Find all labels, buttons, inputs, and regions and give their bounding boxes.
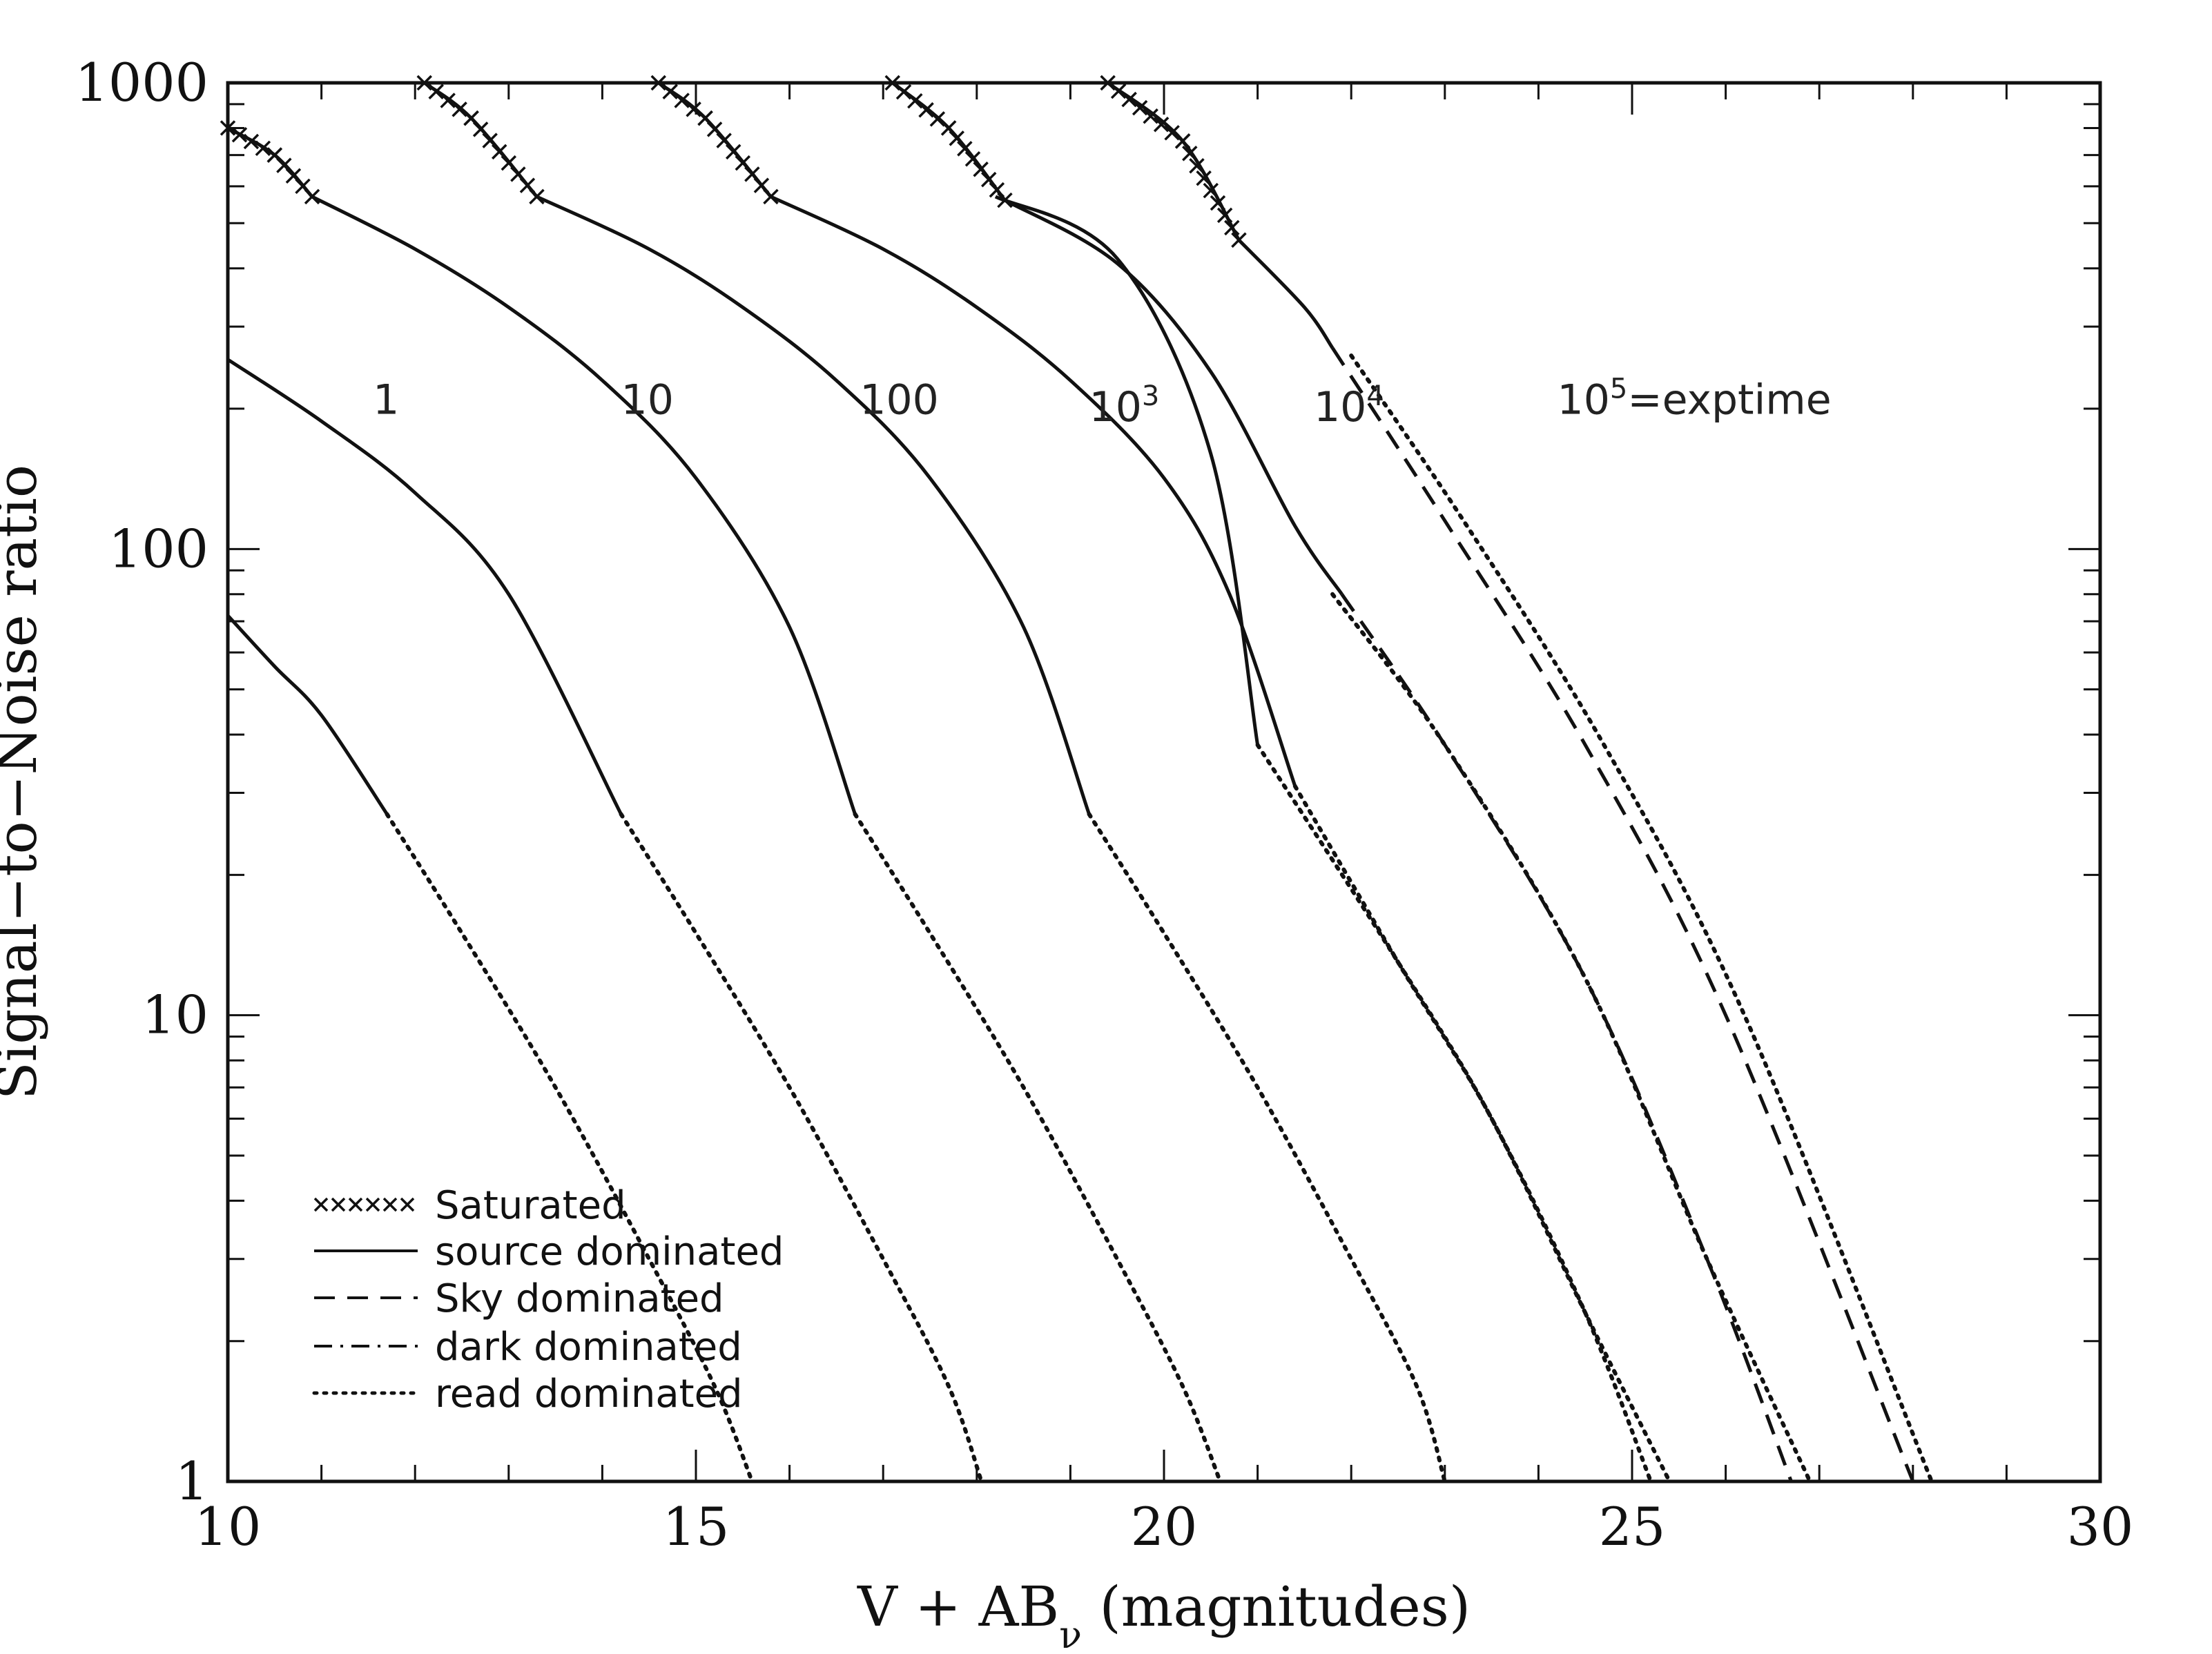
- snr-curves: [220, 75, 1934, 1483]
- solid-segment: [1237, 239, 1335, 349]
- dotted-segment: [619, 812, 984, 1483]
- solid-segment: [1004, 198, 1343, 596]
- dotted-segment: [853, 812, 1223, 1483]
- curve-label-4: 104: [1314, 380, 1384, 431]
- y-tick-label: 1000: [75, 52, 208, 113]
- solid-segment: [994, 195, 1260, 746]
- snr-curve-3: [416, 75, 1447, 1483]
- snr-curve-0: [226, 614, 755, 1483]
- snr-curve-4: [650, 75, 1672, 1483]
- x-tick-label: 30: [2067, 1496, 2134, 1557]
- saturated-segment: [416, 75, 545, 205]
- saturated-segment: [650, 75, 779, 205]
- y-axis-title: Signal−to−Noise ratio: [0, 465, 49, 1100]
- legend-entry-solid: source dominated: [314, 1229, 784, 1274]
- solid-segment: [226, 358, 623, 815]
- dotted-segment: [1292, 784, 1672, 1483]
- curve-label-3: 103: [1089, 380, 1160, 431]
- snr-curve-2: [220, 120, 1223, 1483]
- dotted-segment: [1087, 812, 1447, 1483]
- snr-curve-8: [1330, 592, 1812, 1483]
- y-tick-label: 100: [108, 518, 208, 579]
- legend-label: read dominated: [435, 1372, 743, 1417]
- solid-segment: [311, 195, 857, 815]
- snr-curve-9: [1349, 353, 1934, 1483]
- legend-entry-dashdot: dark dominated: [314, 1325, 742, 1370]
- curve-label-0: 1: [373, 376, 399, 424]
- solid-segment: [536, 195, 1091, 815]
- legend-label: source dominated: [435, 1229, 784, 1274]
- snr-curve-5: [994, 195, 1653, 1483]
- x-tick-label: 10: [195, 1496, 262, 1557]
- snr-curve-1: [226, 358, 984, 1483]
- plot-frame: [226, 81, 2102, 1483]
- legend-entry-dashed: Sky dominated: [314, 1276, 724, 1321]
- x-axis-title-subscript: ν: [1059, 1613, 1082, 1654]
- curve-labels: 1 10 100 103 104 105=exptime: [373, 373, 1831, 431]
- legend-entry-dotted: read dominated: [312, 1372, 743, 1417]
- legend-entry-crosses: Saturated: [313, 1183, 626, 1228]
- legend-label: Sky dominated: [435, 1276, 724, 1321]
- solid-segment: [770, 195, 1297, 787]
- y-tick-label: 1: [175, 1450, 208, 1512]
- legend-label: dark dominated: [435, 1325, 742, 1370]
- x-tick-label: 20: [1131, 1496, 1198, 1557]
- solid-segment: [226, 614, 389, 815]
- dotted-segment: [1330, 592, 1812, 1483]
- dotted-segment: [1255, 743, 1653, 1483]
- curve-label-2: 100: [860, 376, 939, 424]
- snr-curve-7: [1100, 75, 1915, 1482]
- x-axis-title-main: V + AB: [857, 1575, 1059, 1639]
- curve-label-1: 10: [621, 376, 674, 424]
- dotted-segment: [385, 812, 755, 1483]
- legend-label: Saturated: [435, 1183, 626, 1228]
- x-axis-title: V + ABν (magnitudes): [857, 1575, 1471, 1654]
- y-tick-label: 10: [142, 984, 208, 1046]
- dotted-segment: [1349, 353, 1934, 1483]
- x-tick-label: 25: [1599, 1496, 1666, 1557]
- curve-label-5: 105=exptime: [1558, 373, 1832, 424]
- x-tick-label: 15: [663, 1496, 730, 1557]
- axis-ticks: [226, 83, 2102, 1483]
- x-axis-title-suffix: (magnitudes): [1082, 1575, 1471, 1639]
